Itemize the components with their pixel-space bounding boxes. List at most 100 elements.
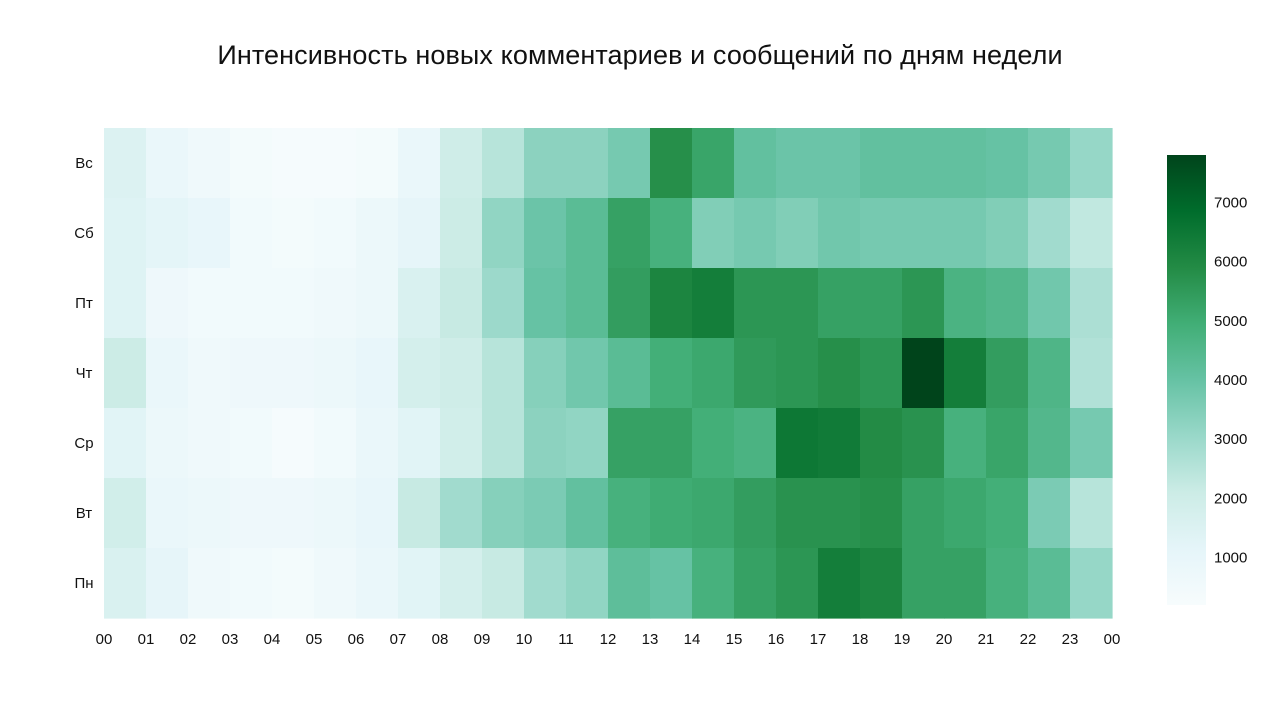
heatmap-cell (356, 478, 399, 549)
x-tick-label: 00 (1104, 631, 1121, 648)
heatmap-cell (650, 478, 693, 549)
y-tick-label: Вт (76, 505, 93, 522)
heatmap-cell (566, 338, 609, 409)
heatmap-cell (986, 268, 1029, 339)
x-tick-label: 04 (264, 631, 281, 648)
heatmap-cell (860, 478, 903, 549)
heatmap-cell (944, 408, 987, 479)
heatmap-cell (650, 338, 693, 409)
heatmap-cell (902, 478, 945, 549)
heatmap-cell (1028, 198, 1071, 269)
heatmap-cell (692, 128, 735, 199)
colorbar: 1000 2000 3000 4000 5000 6000 7000 (1167, 155, 1247, 605)
x-tick-label: 02 (180, 631, 197, 648)
heatmap-cell (482, 268, 525, 339)
heatmap-cell (356, 408, 399, 479)
heatmap-cell (398, 128, 441, 199)
heatmap-cell (1070, 478, 1113, 549)
heatmap-cell (524, 198, 567, 269)
x-tick-label: 05 (306, 631, 323, 648)
x-tick-label: 10 (516, 631, 533, 648)
heatmap-cell (146, 128, 189, 199)
heatmap-cell (986, 198, 1029, 269)
heatmap-cell (902, 338, 945, 409)
heatmap-cell (398, 198, 441, 269)
heatmap-cell (104, 408, 147, 479)
heatmap-cell (860, 548, 903, 619)
heatmap-cell (440, 408, 483, 479)
heatmap-cell (734, 338, 777, 409)
x-tick-label: 22 (1020, 631, 1037, 648)
heatmap-cell (440, 548, 483, 619)
y-tick-label: Пн (74, 575, 93, 592)
heatmap-cell (356, 548, 399, 619)
heatmap-cell (1028, 128, 1071, 199)
chart-title: Интенсивность новых комментариев и сообщ… (217, 40, 1063, 70)
y-tick-label: Пт (75, 295, 93, 312)
heatmap-cell (272, 128, 315, 199)
heatmap-cell (860, 128, 903, 199)
heatmap-cell (776, 198, 819, 269)
heatmap-cell (776, 478, 819, 549)
heatmap-cell (482, 128, 525, 199)
x-tick-label: 03 (222, 631, 239, 648)
heatmap-cell (902, 128, 945, 199)
heatmap-cell (188, 338, 231, 409)
heatmap-cell (440, 478, 483, 549)
colorbar-gradient (1167, 155, 1206, 605)
heatmap-cell (566, 268, 609, 339)
x-tick-label: 01 (138, 631, 155, 648)
heatmap-cell (482, 548, 525, 619)
heatmap-cell (944, 548, 987, 619)
heatmap-cell (986, 478, 1029, 549)
heatmap-cell (818, 268, 861, 339)
heatmap-cell (188, 268, 231, 339)
heatmap-cell (692, 478, 735, 549)
heatmap-cell (944, 268, 987, 339)
x-tick-label: 11 (558, 631, 574, 648)
heatmap-cell (818, 408, 861, 479)
heatmap-cell (1070, 268, 1113, 339)
heatmap-cell (398, 548, 441, 619)
heatmap-cell (608, 408, 651, 479)
heatmap-cell (986, 548, 1029, 619)
x-tick-label: 06 (348, 631, 365, 648)
heatmap-cell (146, 268, 189, 339)
heatmap-cell (104, 128, 147, 199)
heatmap-cell (608, 198, 651, 269)
heatmap-cell (104, 548, 147, 619)
x-tick-label: 21 (978, 631, 995, 648)
heatmap-cell (818, 198, 861, 269)
heatmap-cell (356, 128, 399, 199)
heatmap-cell (314, 268, 357, 339)
heatmap-cell (860, 338, 903, 409)
heatmap-cell (482, 478, 525, 549)
heatmap-cell (776, 128, 819, 199)
x-tick-label: 15 (726, 631, 743, 648)
heatmap-cell (188, 408, 231, 479)
heatmap-cell (608, 548, 651, 619)
heatmap-cell (314, 338, 357, 409)
heatmap-cell (146, 548, 189, 619)
heatmap-cell (188, 478, 231, 549)
heatmap-cell (104, 268, 147, 339)
heatmap-cell (566, 408, 609, 479)
heatmap-cell (1028, 408, 1071, 479)
heatmap-cell (566, 128, 609, 199)
heatmap-cell (230, 268, 273, 339)
x-tick-label: 08 (432, 631, 449, 648)
heatmap-cell (398, 408, 441, 479)
colorbar-tick-label: 5000 (1214, 313, 1247, 330)
y-tick-label: Чт (76, 365, 93, 382)
x-tick-label: 18 (852, 631, 869, 648)
heatmap-cell (776, 548, 819, 619)
y-axis-labels: Вс Сб Пт Чт Ср Вт Пн (74, 155, 93, 592)
heatmap-cell (104, 478, 147, 549)
heatmap-cell (1070, 128, 1113, 199)
heatmap-cell (566, 548, 609, 619)
heatmap-cell (230, 478, 273, 549)
heatmap-cell (650, 548, 693, 619)
heatmap-cell (650, 268, 693, 339)
